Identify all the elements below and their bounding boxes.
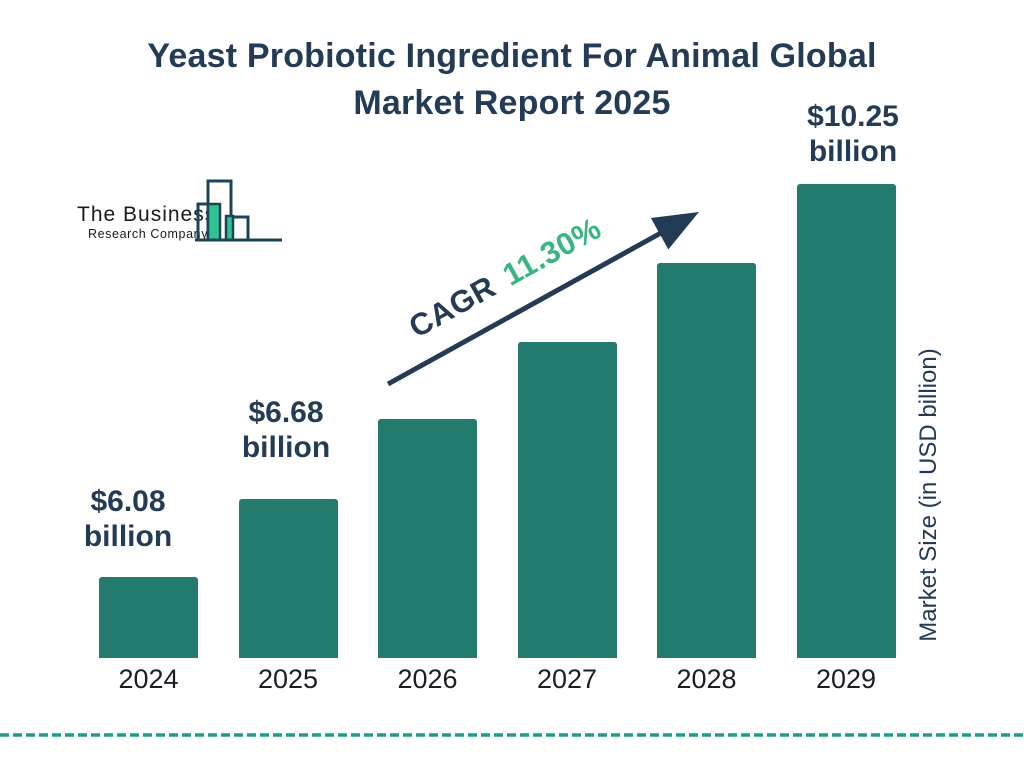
bar-2026 <box>378 419 477 658</box>
value-label-2025: $6.68 billion <box>241 396 331 464</box>
bar-chart-logo-icon <box>195 179 282 242</box>
page-title-line2: Market Report 2025 <box>353 84 671 122</box>
page-title: Yeast Probiotic Ingredient For Animal Gl… <box>0 33 1024 127</box>
x-tick-2025: 2025 <box>257 664 319 694</box>
page-title-line1: Yeast Probiotic Ingredient For Animal Gl… <box>147 37 877 75</box>
cagr-value: 11.30% <box>496 210 607 293</box>
x-tick-2024: 2024 <box>118 664 179 694</box>
value-label-2029: $10.25 billion <box>807 100 899 168</box>
bar-2025 <box>238 499 338 658</box>
bar-2024 <box>99 577 198 658</box>
x-tick-2029: 2029 <box>815 664 877 694</box>
logo-company-subname: Research Company <box>88 227 209 241</box>
y-axis-label: Market Size (in USD billion) <box>915 348 942 642</box>
logo-company-name: The Business <box>77 203 217 226</box>
bar-2028 <box>657 263 756 658</box>
x-tick-2026: 2026 <box>397 664 458 694</box>
value-label-2024: $6.08 billion <box>83 485 173 553</box>
bar-2029 <box>796 184 896 658</box>
bar-2027 <box>517 342 617 658</box>
cagr-annotation: CAGR11.30% <box>403 210 607 345</box>
cagr-label: CAGR <box>403 268 502 345</box>
x-tick-2027: 2027 <box>536 664 598 694</box>
x-tick-2028: 2028 <box>676 664 737 694</box>
